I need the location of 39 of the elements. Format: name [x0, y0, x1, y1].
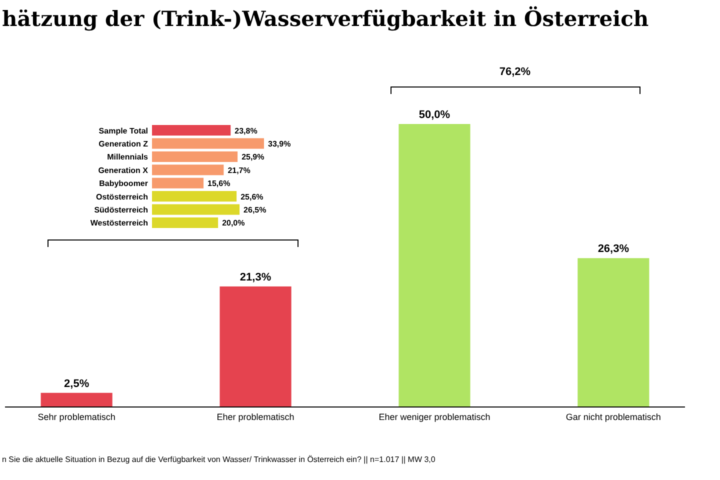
text: 76,2% — [499, 66, 531, 78]
data-label: 21,7% — [228, 166, 250, 175]
bar — [578, 258, 650, 407]
bar — [152, 151, 238, 162]
data-label: 26,5% — [244, 206, 266, 215]
data-label: 50,0% — [418, 109, 450, 121]
bar — [152, 138, 264, 149]
y-tick-label: Generation Z — [98, 139, 148, 148]
bar — [220, 286, 292, 407]
data-label: 33,9% — [268, 139, 291, 148]
bar — [398, 124, 470, 407]
bar — [40, 392, 112, 407]
data-label: 15,6% — [208, 179, 230, 188]
data-label: 26,3% — [598, 243, 630, 256]
data-label: 23,8% — [234, 126, 258, 136]
x-tick-label: Eher weniger problematisch — [378, 412, 490, 422]
x-tick-label: Sehr problematisch — [38, 412, 116, 422]
chart-title: hätzung der (Trink-)Wasserverfügbarkeit in Österreich — [2, 6, 649, 31]
bar — [152, 164, 224, 176]
bar — [152, 204, 240, 215]
y-tick-label: Südösterreich — [94, 206, 148, 215]
x-tick-label: Eher problematisch — [216, 412, 294, 422]
y-tick-label: Sample Total — [98, 126, 148, 136]
y-tick-label: Westösterreich — [90, 218, 148, 228]
bar — [152, 178, 204, 188]
data-label: 21,3% — [240, 271, 272, 284]
y-tick-label: Millennials — [107, 152, 149, 162]
bar — [152, 217, 218, 228]
y-tick-label: Ostösterreich — [96, 192, 148, 202]
data-label: 20,0% — [222, 218, 245, 228]
x-tick-label: Gar nicht problematisch — [566, 412, 661, 422]
text: n Sie die aktuelle Situation in Bezug auf die Verfügbarkeit von Wasser/ Trinkwasser in Österreich ein? || n=1.017 || MW 3,0 — [2, 455, 436, 464]
y-tick-label: Babyboomer — [99, 179, 148, 188]
bar — [152, 125, 231, 136]
data-label: 25,6% — [240, 192, 264, 202]
bar — [152, 191, 237, 202]
data-label: 2,5% — [64, 378, 90, 390]
y-tick-label: Generation X — [98, 166, 149, 175]
data-label: 25,9% — [242, 152, 264, 162]
